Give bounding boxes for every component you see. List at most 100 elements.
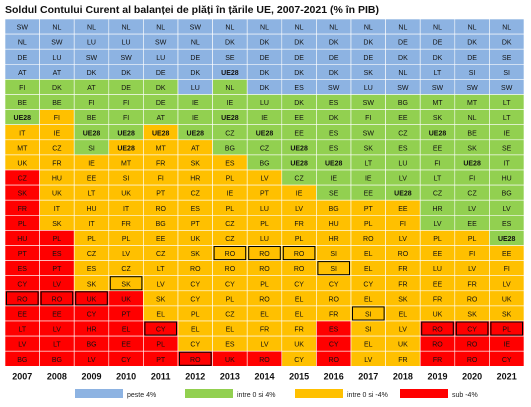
cell-label: CY [156,327,166,334]
cell-label: CY [363,281,373,288]
cell-label: HU [502,176,512,183]
cell-label: IE [365,176,372,183]
cell-label: SK [433,115,443,122]
cell-label: UE28 [117,145,135,152]
cell-label: EL [122,327,131,334]
cell-label: BG [329,206,339,213]
cell-label: LT [88,191,96,198]
cell-label: DK [398,55,408,62]
cell-label: LU [260,236,269,243]
cell-label: IT [54,206,61,213]
cell-label: UK [121,191,131,198]
cell-label: NL [260,25,269,32]
cell-label: DK [260,40,270,47]
cell-label: HU [52,176,62,183]
cell-label: DK [190,70,200,77]
cell-label: RO [328,296,339,303]
cell-label: SK [364,70,374,77]
cell-label: DE [467,55,477,62]
cell-label: CZ [225,221,235,228]
cell-label: RO [259,296,270,303]
cell-label: IE [227,100,234,107]
cell-label: SK [87,281,97,288]
cell-label: EL [260,311,269,318]
highlight-box-2015 [282,246,316,261]
cell-label: SE [329,191,339,198]
cell-label: DE [156,100,166,107]
cell-label: SK [502,311,512,318]
cell-label: SW [363,100,375,107]
year-label: 2016 [324,371,344,381]
cell-label: CZ [52,145,62,152]
cell-label: DK [121,70,131,77]
cell-label: NL [225,25,234,32]
highlight-box-2009 [75,291,108,306]
cell-label: LV [503,206,511,213]
cell-label: PL [468,236,477,243]
cell-label: LT [434,176,442,183]
cell-label: NL [502,25,511,32]
cell-label: DK [260,70,270,77]
cell-label: BG [259,160,269,167]
cell-label: BG [225,145,235,152]
cell-label: SE [502,145,512,152]
cell-label: PL [53,236,62,243]
cell-label: PL [433,236,442,243]
cell-label: IE [192,100,199,107]
cell-label: SW [432,85,444,92]
cell-label: SI [365,311,372,318]
cell-label: CY [190,296,200,303]
cell-label: HR [86,327,96,334]
cell-label: CZ [18,176,28,183]
cell-label: LU [87,40,96,47]
cell-label: SK [52,221,62,228]
cell-label: IE [88,160,95,167]
cell-label: PL [502,327,511,334]
cell-label: UE28 [83,130,101,137]
cell-label: SI [330,251,337,258]
cell-label: LV [364,357,372,364]
legend-swatch-c [75,389,123,398]
highlight-box-2014 [248,246,281,261]
cell-label: CY [225,281,235,288]
cell-label: SW [501,85,513,92]
cell-label: IT [19,130,26,137]
cell-label: DK [329,40,339,47]
cell-label: SI [88,145,95,152]
cell-label: IE [261,115,268,122]
cell-label: LU [156,55,165,62]
cell-label: CY [87,311,97,318]
cell-label: EE [467,221,477,228]
cell-label: CY [121,357,131,364]
cell-label: CZ [467,191,477,198]
cell-label: NL [122,25,131,32]
cell-label: PL [226,206,235,213]
cell-label: LV [53,327,61,334]
cell-label: NL [329,25,338,32]
cell-label: EE [364,191,374,198]
cell-label: DE [121,85,131,92]
cell-label: RO [52,296,63,303]
year-label: 2017 [358,371,378,381]
cell-label: LV [468,266,476,273]
cell-label: ES [398,145,408,152]
cell-label: EL [364,266,373,273]
cell-label: DE [260,55,270,62]
cell-label: FI [365,115,371,122]
cell-label: FI [504,266,510,273]
cell-label: FR [329,311,338,318]
cell-label: EE [52,311,62,318]
cell-label: IT [123,206,130,213]
cell-label: LV [260,176,268,183]
cell-label: SW [328,85,340,92]
cell-label: SE [225,55,235,62]
cell-label: LV [295,206,303,213]
cell-label: SK [191,160,201,167]
cell-label: CZ [225,311,235,318]
cell-label: LT [503,115,511,122]
cell-label: LU [122,40,131,47]
cell-label: BG [156,221,166,228]
cell-label: LV [468,206,476,213]
highlight-box-2019 [421,321,454,336]
cell-label: EL [364,342,373,349]
